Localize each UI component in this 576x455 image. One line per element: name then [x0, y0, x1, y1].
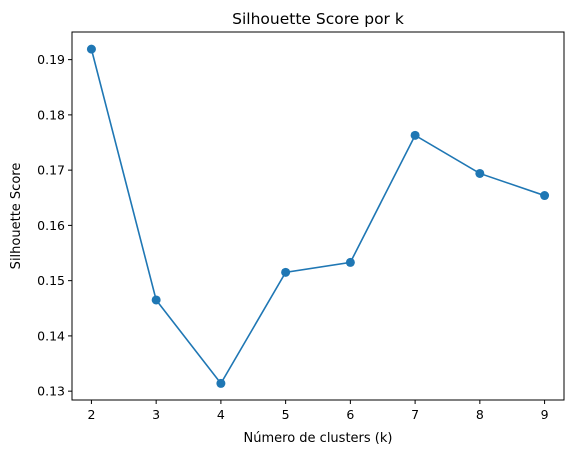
y-axis: 0.13 0.14 0.15 0.16 0.17 0.18 0.19: [37, 52, 72, 399]
y-tick-label: 0.17: [37, 163, 65, 178]
chart-title: Silhouette Score por k: [232, 10, 404, 28]
data-point: [540, 191, 550, 201]
y-tick-label: 0.18: [37, 107, 65, 122]
y-tick-label: 0.16: [37, 218, 65, 233]
data-point: [281, 267, 291, 277]
y-axis-label: Silhouette Score: [9, 163, 24, 270]
data-point: [475, 168, 485, 178]
y-tick-label: 0.13: [37, 384, 65, 399]
data-point: [151, 295, 161, 305]
x-tick-label: 9: [541, 407, 549, 422]
data-point: [345, 257, 355, 267]
data-point: [216, 378, 226, 388]
series-group: [86, 44, 550, 388]
data-point: [86, 44, 96, 54]
x-axis: 2 3 4 5 6 7 8 9: [87, 400, 549, 422]
x-tick-label: 5: [282, 407, 290, 422]
x-axis-label: Número de clusters (k): [244, 431, 393, 446]
y-tick-label: 0.15: [37, 273, 65, 288]
x-tick-label: 3: [152, 407, 160, 422]
x-tick-label: 7: [411, 407, 419, 422]
plot-frame: [71, 31, 565, 401]
y-tick-label: 0.14: [37, 328, 65, 343]
series-line: [90, 48, 545, 385]
y-tick-label: 0.19: [37, 52, 65, 67]
plot-area: 2 3 4 5 6 7 8 9 0.13 0.14 0.15 0.16 0.17 0.18 0.19: [37, 31, 565, 422]
x-tick-label: 2: [87, 407, 95, 422]
x-tick-label: 8: [476, 407, 484, 422]
x-tick-label: 6: [346, 407, 354, 422]
x-tick-label: 4: [217, 407, 225, 422]
data-point: [410, 130, 420, 140]
